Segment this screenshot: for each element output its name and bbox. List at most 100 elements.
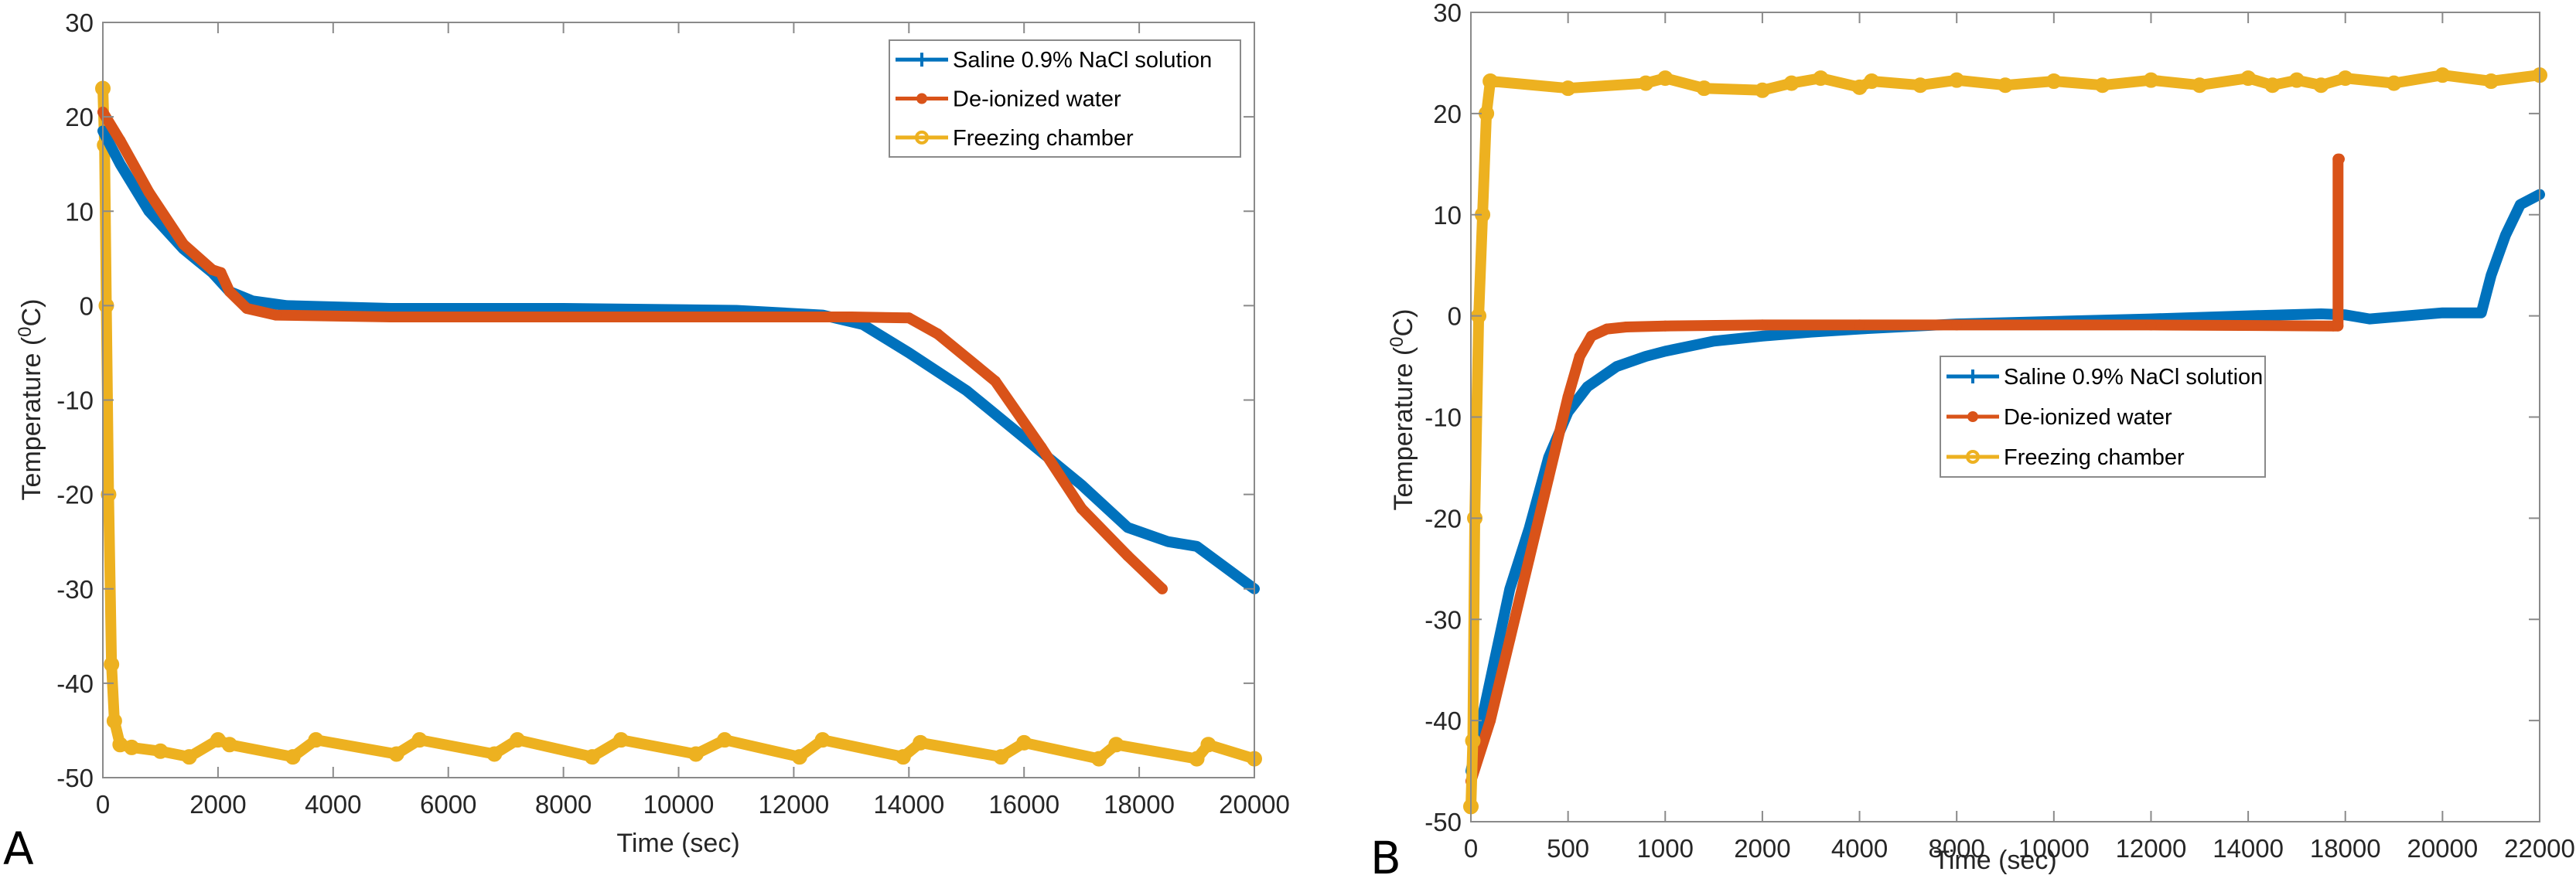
data-point-de-ionized-water-a <box>270 309 281 321</box>
legend-label-freezing-chamber-b: Freezing chamber <box>2004 445 2185 470</box>
data-point-freezing-chamber-a <box>1189 751 1205 767</box>
data-point-de-ionized-water-b <box>1951 319 1963 331</box>
series-group-b <box>1463 67 2547 815</box>
data-point-freezing-chamber-b <box>2434 67 2451 83</box>
data-point-saline-0-9-nacl-solution-a <box>144 206 154 216</box>
x-tick-label-a: 12000 <box>759 790 830 819</box>
y-axis-title-a: Temperature (0C) <box>15 299 46 501</box>
data-point-freezing-chamber-a <box>104 656 120 673</box>
y-axis-title-a-main: Temperature ( <box>17 336 46 500</box>
data-point-freezing-chamber-a <box>895 749 911 765</box>
legend-marker-circle-b <box>1966 450 1980 464</box>
data-point-freezing-chamber-b <box>2483 73 2499 89</box>
data-point-de-ionized-water-b <box>1523 553 1535 564</box>
y-tick-label-b: -50 <box>1424 808 1462 836</box>
data-point-saline-0-9-nacl-solution-b <box>2501 230 2511 240</box>
series-line-de-ionized-water-a <box>97 107 1168 594</box>
data-point-freezing-chamber-a <box>584 749 600 765</box>
x-ticks-a: 0 2000 4000 6000 8000 10000 12000 14000 16000 180… <box>96 22 1290 819</box>
panel-label-b: B <box>1370 832 1401 882</box>
x-tick-label-b: 8000 <box>1928 834 1984 863</box>
data-point-freezing-chamber-a <box>221 737 237 753</box>
legend-label-freezing-chamber-a: Freezing chamber <box>953 126 1134 151</box>
data-point-saline-0-9-nacl-solution-b <box>1612 362 1622 372</box>
data-point-saline-0-9-nacl-solution-b <box>1660 346 1670 356</box>
legend-label-de-ionized-water-b: De-ionized water <box>2004 405 2172 430</box>
legend-a: Saline 0.9% NaCl solution De-ionized wate… <box>889 39 1241 158</box>
data-point-saline-0-9-nacl-solution-a <box>1123 523 1133 533</box>
data-point-freezing-chamber-b <box>2337 70 2353 87</box>
data-point-de-ionized-water-b <box>1574 350 1585 362</box>
data-point-saline-0-9-nacl-solution-a <box>115 159 125 169</box>
data-point-saline-0-9-nacl-solution-b <box>1709 336 1719 346</box>
data-point-freezing-chamber-a <box>308 732 324 748</box>
x-tick-label-a: 20000 <box>1219 790 1290 819</box>
data-point-freezing-chamber-a <box>1200 737 1216 753</box>
data-point-de-ionized-water-b <box>1585 330 1597 342</box>
data-point-freezing-chamber-b <box>1696 80 1712 97</box>
data-point-freezing-chamber-a <box>1108 737 1124 753</box>
data-point-saline-0-9-nacl-solution-b <box>1582 382 1592 392</box>
data-point-freezing-chamber-b <box>2045 73 2062 89</box>
data-point-saline-0-9-nacl-solution-b <box>2515 199 2525 209</box>
data-point-freezing-chamber-a <box>613 732 629 748</box>
data-point-saline-0-9-nacl-solution-b <box>1757 331 1767 341</box>
data-point-saline-0-9-nacl-solution-b <box>1505 584 1515 594</box>
data-point-freezing-chamber-a <box>791 749 807 765</box>
x-tick-label-b: 0 <box>1464 834 1478 863</box>
data-point-freezing-chamber-a <box>913 734 929 751</box>
x-tick-label-b: 14000 <box>2213 834 2284 863</box>
x-tick-label-b: 1000 <box>1637 834 1694 863</box>
data-point-de-ionized-water-a <box>143 186 155 198</box>
data-point-saline-0-9-nacl-solution-a <box>1192 541 1202 551</box>
data-point-de-ionized-water-a <box>178 238 189 250</box>
y-tick-label-a: 0 <box>80 291 94 320</box>
data-point-freezing-chamber-a <box>717 732 733 748</box>
data-point-saline-0-9-nacl-solution-a <box>1076 480 1087 490</box>
y-axis-title-b-main: Temperature ( <box>1389 346 1418 510</box>
data-point-freezing-chamber-b <box>2288 72 2305 88</box>
y-tick-label-a: 10 <box>65 197 94 226</box>
data-point-de-ionized-water-b <box>1543 472 1554 484</box>
data-point-freezing-chamber-a <box>510 732 526 748</box>
x-tick-label-b: 18000 <box>2310 834 2381 863</box>
data-point-de-ionized-water-a <box>730 312 742 323</box>
data-point-de-ionized-water-a <box>223 286 235 298</box>
data-point-de-ionized-water-b <box>2145 319 2157 331</box>
data-point-saline-0-9-nacl-solution-a <box>1163 536 1173 547</box>
data-point-de-ionized-water-a <box>385 312 397 323</box>
data-point-freezing-chamber-b <box>1560 80 1576 97</box>
x-tick-label-b: 22000 <box>2504 834 2575 863</box>
y-tick-label-b: 20 <box>1433 100 1462 128</box>
data-point-freezing-chamber-a <box>285 749 301 765</box>
y-tick-label-b: 10 <box>1433 201 1462 230</box>
y-tick-label-a: -10 <box>56 387 94 415</box>
data-point-saline-0-9-nacl-solution-a <box>247 296 258 306</box>
y-tick-label-b: -30 <box>1424 605 1462 634</box>
data-point-freezing-chamber-b <box>1754 82 1770 98</box>
data-point-de-ionized-water-a <box>206 264 218 275</box>
data-point-de-ionized-water-b <box>1854 319 1865 331</box>
data-point-de-ionized-water-a <box>114 135 126 146</box>
y-axis-title-b-sup: 0 <box>1387 336 1407 346</box>
chart-panel-a: 0 2000 4000 6000 8000 10000 12000 14000 16000 180… <box>3 9 1290 875</box>
y-tick-label-a: -40 <box>56 669 94 698</box>
y-tick-label-a: -20 <box>56 481 94 509</box>
legend-marker-circle-a <box>915 130 929 145</box>
data-point-freezing-chamber-a <box>1090 751 1107 767</box>
data-point-freezing-chamber-b <box>1998 77 2013 94</box>
data-point-saline-0-9-nacl-solution-a <box>961 386 971 396</box>
y-ticks-a: -50 -40 -30 -20 -10 0 10 20 30 <box>56 9 1254 792</box>
legend-marker-dot-a <box>916 93 927 104</box>
data-point-freezing-chamber-a <box>1016 734 1032 751</box>
data-point-de-ionized-water-a <box>903 312 915 324</box>
data-point-de-ionized-water-b <box>1660 320 1671 332</box>
x-axis-title-b: Time (sec) <box>1933 846 2056 875</box>
data-point-saline-0-9-nacl-solution-a <box>558 304 568 314</box>
data-point-saline-0-9-nacl-solution-b <box>2486 271 2496 281</box>
series-line-freezing-chamber-a <box>97 83 1260 765</box>
data-point-freezing-chamber-a <box>688 746 704 762</box>
data-point-freezing-chamber-b <box>2386 75 2402 91</box>
data-point-freezing-chamber-b <box>2240 70 2257 87</box>
data-point-saline-0-9-nacl-solution-b <box>2476 308 2486 318</box>
